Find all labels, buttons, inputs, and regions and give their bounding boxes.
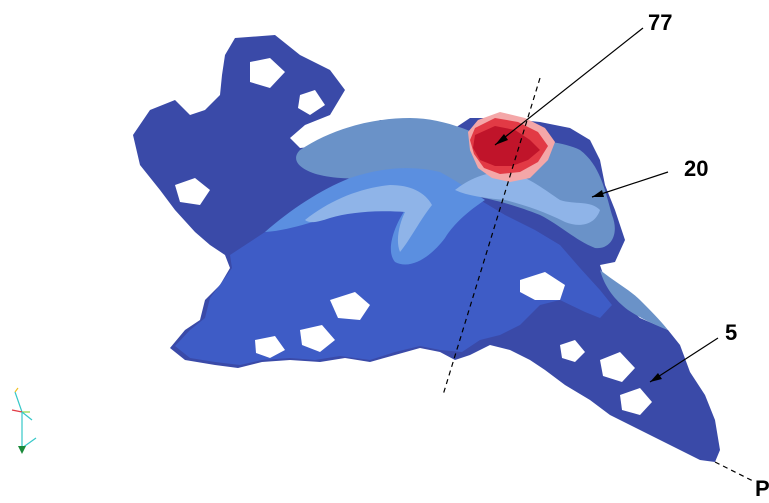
- leader-77: [494, 27, 644, 146]
- arrowhead-20: [592, 190, 604, 197]
- axes-triad-icon: [11, 387, 37, 454]
- arrowhead-5: [650, 373, 662, 382]
- dashed-cut-line: [442, 77, 541, 396]
- corner-dashed-line: [714, 461, 756, 483]
- label-p: P: [755, 476, 769, 501]
- surface-holes: [175, 58, 665, 415]
- red-hotspot: [468, 112, 555, 182]
- mid-blue-region: [175, 168, 612, 365]
- leader-5: [649, 337, 719, 383]
- label-77: 77: [648, 10, 673, 35]
- arrowhead-77: [495, 134, 508, 145]
- label-20: 20: [684, 156, 709, 181]
- label-5: 5: [725, 320, 738, 345]
- leader-20: [591, 171, 669, 198]
